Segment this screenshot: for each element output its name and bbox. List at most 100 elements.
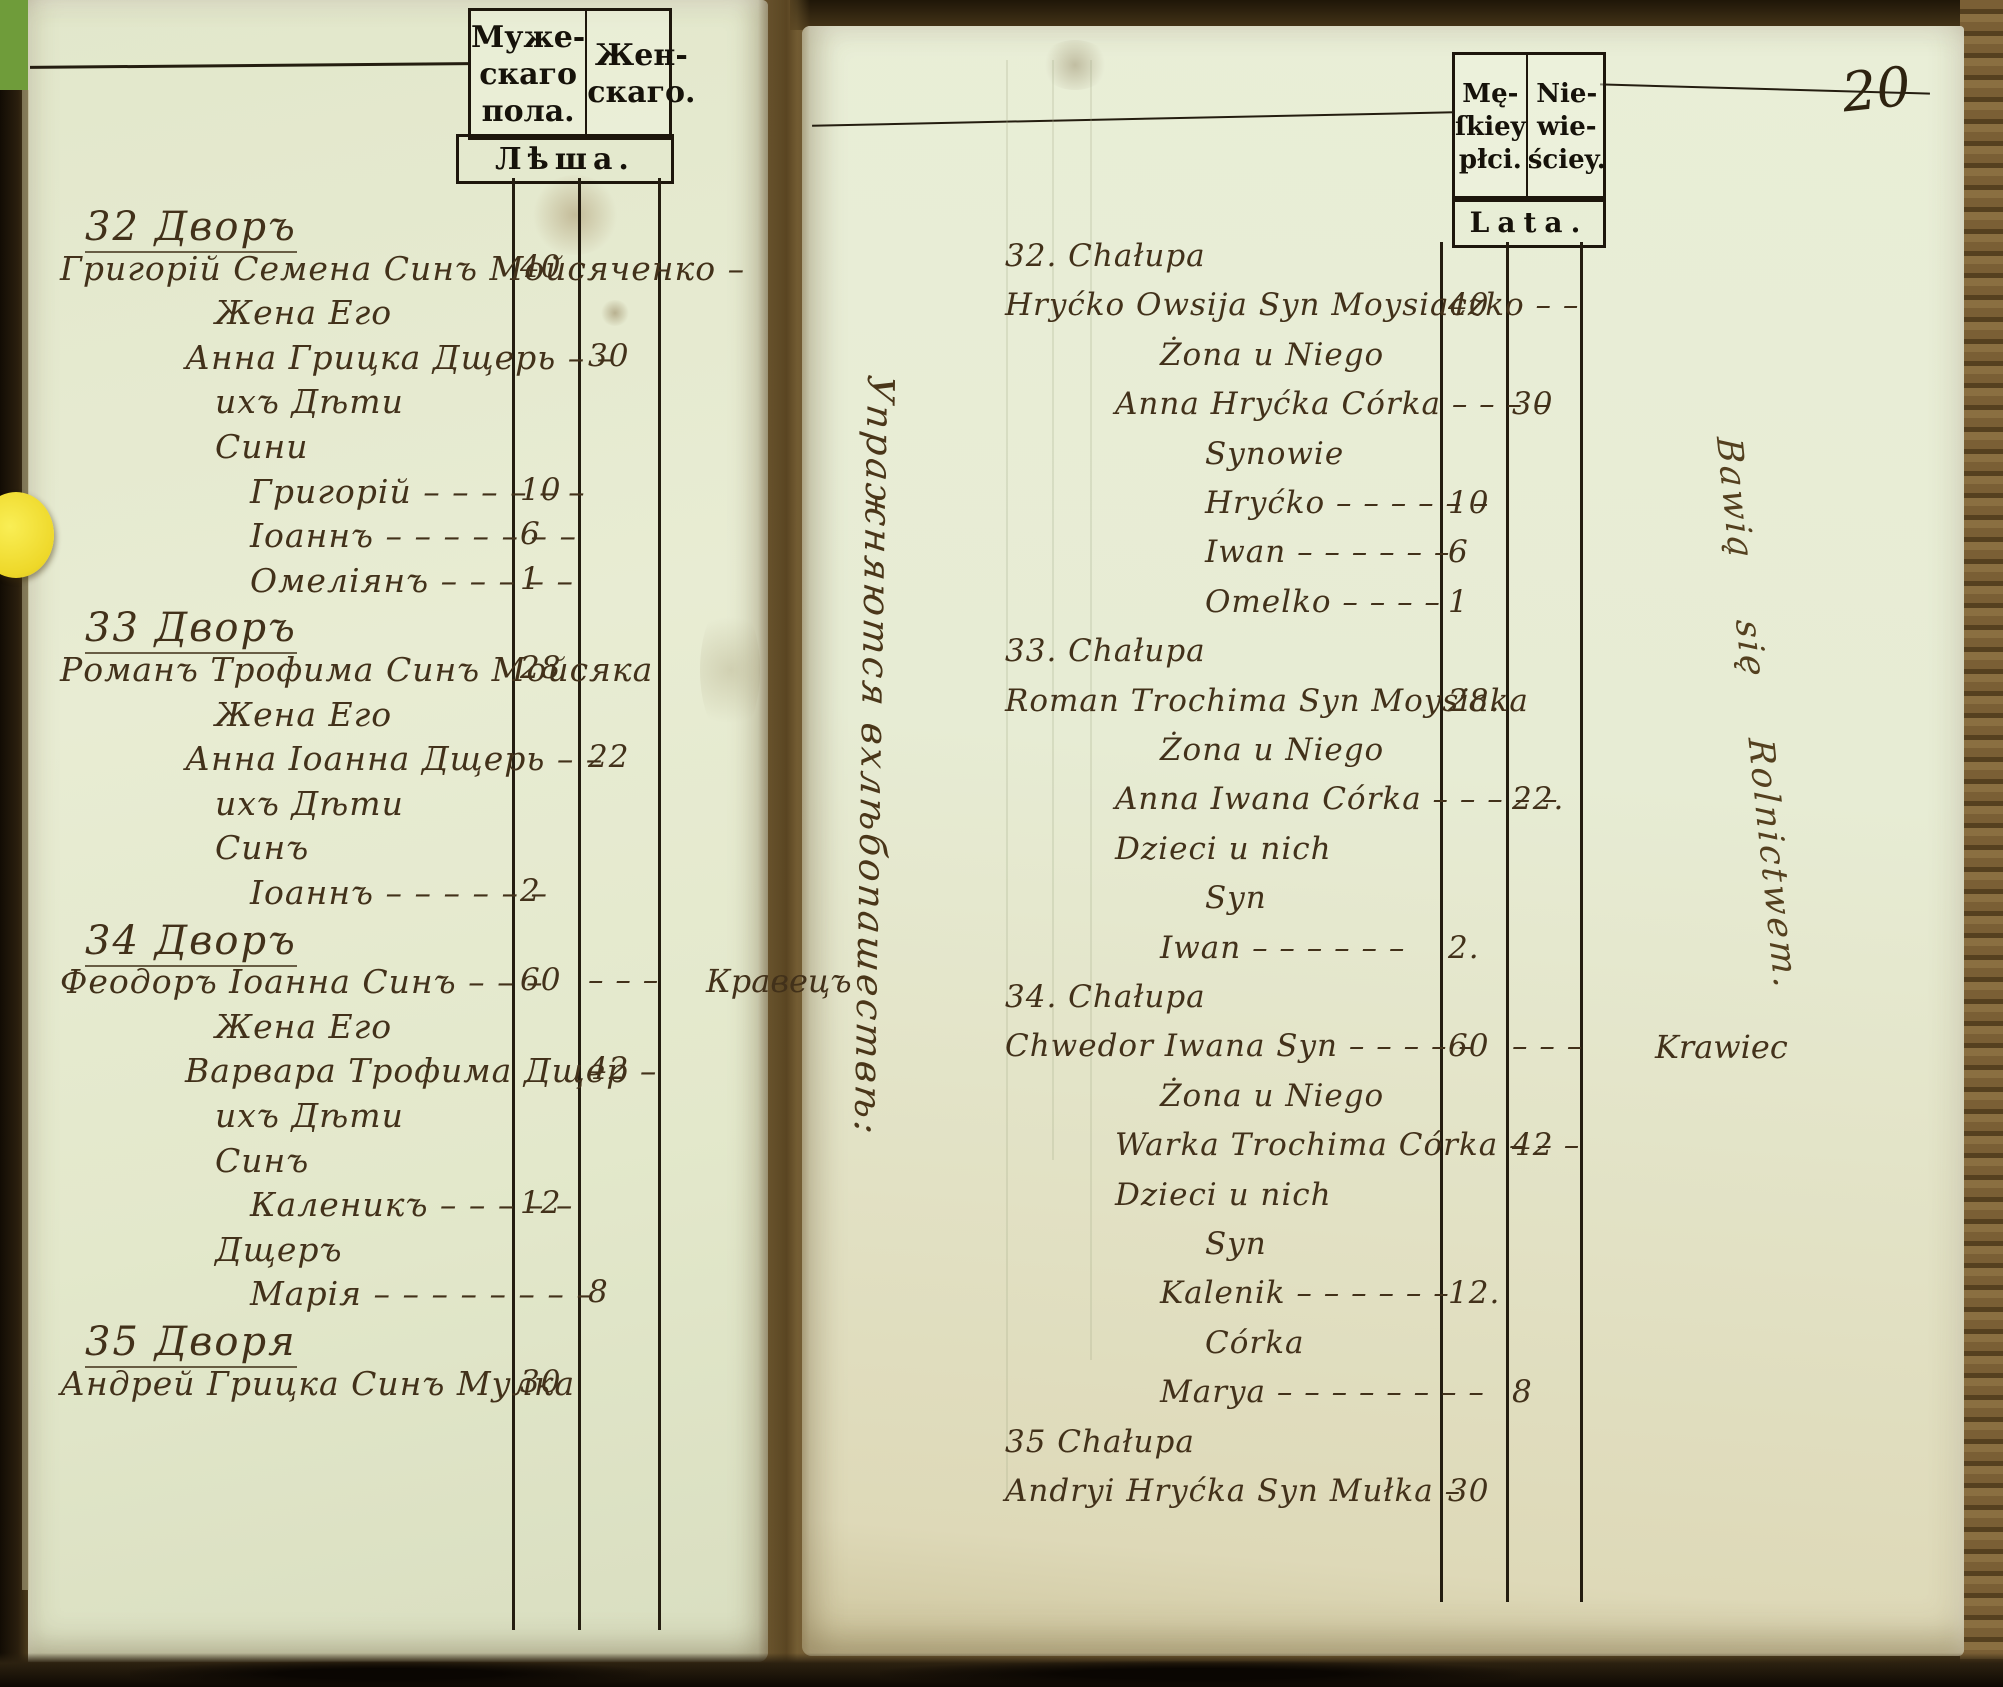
manuscript-line: Синъ [0,1141,2003,1185]
manuscript-line: Анна Іоанна Дщерь – –22 [0,739,2003,783]
manuscript-line: Roman Trochima Syn Moysiaka 28. [0,683,2003,727]
entry-text: Żona u Niego [1160,1077,1385,1114]
left-years-label: Лѣша. [495,141,635,177]
manuscript-line: 35 Chałupa [0,1424,2003,1468]
header-text: Mę- [1462,78,1519,109]
entry-text: Омеліянъ – – – – – [250,560,575,600]
entry-text: Hryćko Owsija Syn Moysiaczko – – [1005,287,1580,324]
manuscript-line: Омеліянъ – – – – –1 [0,561,2003,605]
manuscript-line: 35 Дворя [0,1319,2003,1368]
header-text: płci. [1458,144,1522,175]
left-header-male: Муже- скаго пола. [471,11,585,137]
age-male: 40 [520,248,562,285]
age-male: 6 [520,516,541,553]
manuscript-line: 33. Chałupa [0,633,2003,677]
manuscript-line: Hryćko – – – – – –10 [0,485,2003,529]
entry-text: Hryćko – – – – – – [1205,485,1490,521]
manuscript-line: Сини [0,427,2003,471]
age-female: 8 [1512,1374,1533,1411]
age-male: 1 [1448,583,1469,620]
manuscript-line: Dzieci u nich [0,1177,2003,1221]
entry-text: Жена Его [215,293,393,333]
entry-text: Григорій – – – – – – [250,471,586,511]
entry-text: Warka Trochima Córka – – – [1115,1127,1581,1164]
manuscript-line: Żona u Niego [0,732,2003,776]
right-col-rule [1506,242,1509,1602]
manuscript-line: Іоаннъ – – – – – –2 [0,873,2003,917]
entry-text: Żona u Niego [1160,732,1385,768]
manuscript-line: Andryi Hryćka Syn Mułka –30 [0,1473,2003,1517]
header-text: скаго [479,56,577,92]
shadow-blotch [130,1661,650,1687]
manuscript-line: ихъ Дѣти [0,784,2003,828]
manuscript-line: Жена Его [0,695,2003,739]
entry-text: Дщеръ [215,1229,343,1269]
entry-text: 34 Дворъ [85,918,297,967]
entry-text: Андрей Грицка Синъ Мулка [60,1363,576,1403]
manuscript-line: Феодоръ Іоанна Синъ – – –60 – – – Кравецъ [0,962,2003,1006]
manuscript-line: Іоаннъ – – – – – – –6 [0,516,2003,560]
manuscript-line: Iwan – – – – – –6 [0,534,2003,578]
manuscript-line: Жена Его [0,1007,2003,1051]
right-page [802,26,1964,1656]
entry-text: ихъ Дѣти [215,382,404,422]
entry-text: Жена Его [215,1006,393,1046]
right-col-rule [1440,242,1443,1602]
entry-text: Сини [215,427,309,466]
header-text: пола. [481,93,575,129]
occupation-note: Krawiec [1655,1028,1788,1067]
age-female: 22. [1512,781,1565,818]
right-header-male: Mę- ſkiey płci. [1455,55,1526,199]
right-years-label: Lata. [1469,205,1589,239]
age-female: – – – [588,962,660,999]
entry-text: Іоаннъ – – – – – – [250,873,548,912]
manuscript-line: Дщеръ [0,1230,2003,1274]
entry-text: Syn [1205,880,1267,917]
manuscript-line: 32. Chałupa [0,238,2003,282]
entry-text: 33. Chałupa [1005,633,1206,670]
age-male: 12 [520,1185,562,1222]
entry-text: Omelko – – – – [1205,583,1441,620]
age-female: – – – [1512,1028,1584,1065]
entry-text: Романъ Трофима Синъ Мойсяка [60,650,654,689]
right-header-box: Mę- ſkiey płci. Nie- wie- ściey. [1452,52,1606,202]
entry-text: Анна Грицка Дщерь – – [185,337,615,377]
manuscript-line: Григорій – – – – – –10 [0,472,2003,516]
header-text: ściey. [1527,144,1606,175]
right-header-female: Nie- wie- ściey. [1525,55,1606,199]
right-col-rule [1580,242,1583,1602]
age-female: 30 [1512,386,1554,423]
entry-text: Анна Іоанна Дщерь – – [185,739,604,779]
entry-text: 33 Дворъ [85,605,297,655]
left-col-rule [578,178,581,1630]
page-number: 20 [1838,54,1914,125]
left-header-box: Муже- скаго пола. Жен- скаго. [468,8,695,140]
age-male: 60 [520,962,562,999]
manuscript-line: Żona u Niego [0,1078,2003,1122]
occupation-note: Кравецъ [706,962,852,1001]
age-female: 8 [588,1274,609,1311]
manuscript-line: Синъ [0,828,2003,872]
entry-text: Marya – – – – – – – – [1160,1374,1485,1411]
shadow-blotch [880,1661,1520,1687]
entry-text: Dzieci u nich [1115,830,1332,867]
manuscript-line: Syn [0,1226,2003,1270]
manuscript-line: Chwedor Iwana Syn – – – – –60 – – – Krawie… [0,1028,2003,1072]
left-years-box: Лѣша. [456,134,674,184]
entry-text: Каленикъ – – – – – [250,1185,574,1225]
entry-text: ихъ Дѣти [215,783,404,823]
entry-text: 32. Chałupa [1005,238,1206,274]
age-male: 6 [1448,534,1469,571]
age-male: 1 [520,560,541,597]
manuscript-line: Анна Грицка Дщерь – –30 [0,338,2003,382]
entry-text: 34. Chałupa [1005,979,1206,1015]
manuscript-line: ихъ Дѣти [0,382,2003,426]
age-male: 10 [520,471,562,508]
age-female: 22 [588,739,630,776]
entry-text: Dzieci u nich [1115,1176,1332,1213]
manuscript-line: Syn [0,880,2003,924]
age-male: 12. [1448,1275,1501,1312]
entry-text: Синъ [215,828,310,868]
manuscript-line: Каленикъ – – – – –12 [0,1185,2003,1229]
bleedthrough-line [1052,60,1054,1160]
